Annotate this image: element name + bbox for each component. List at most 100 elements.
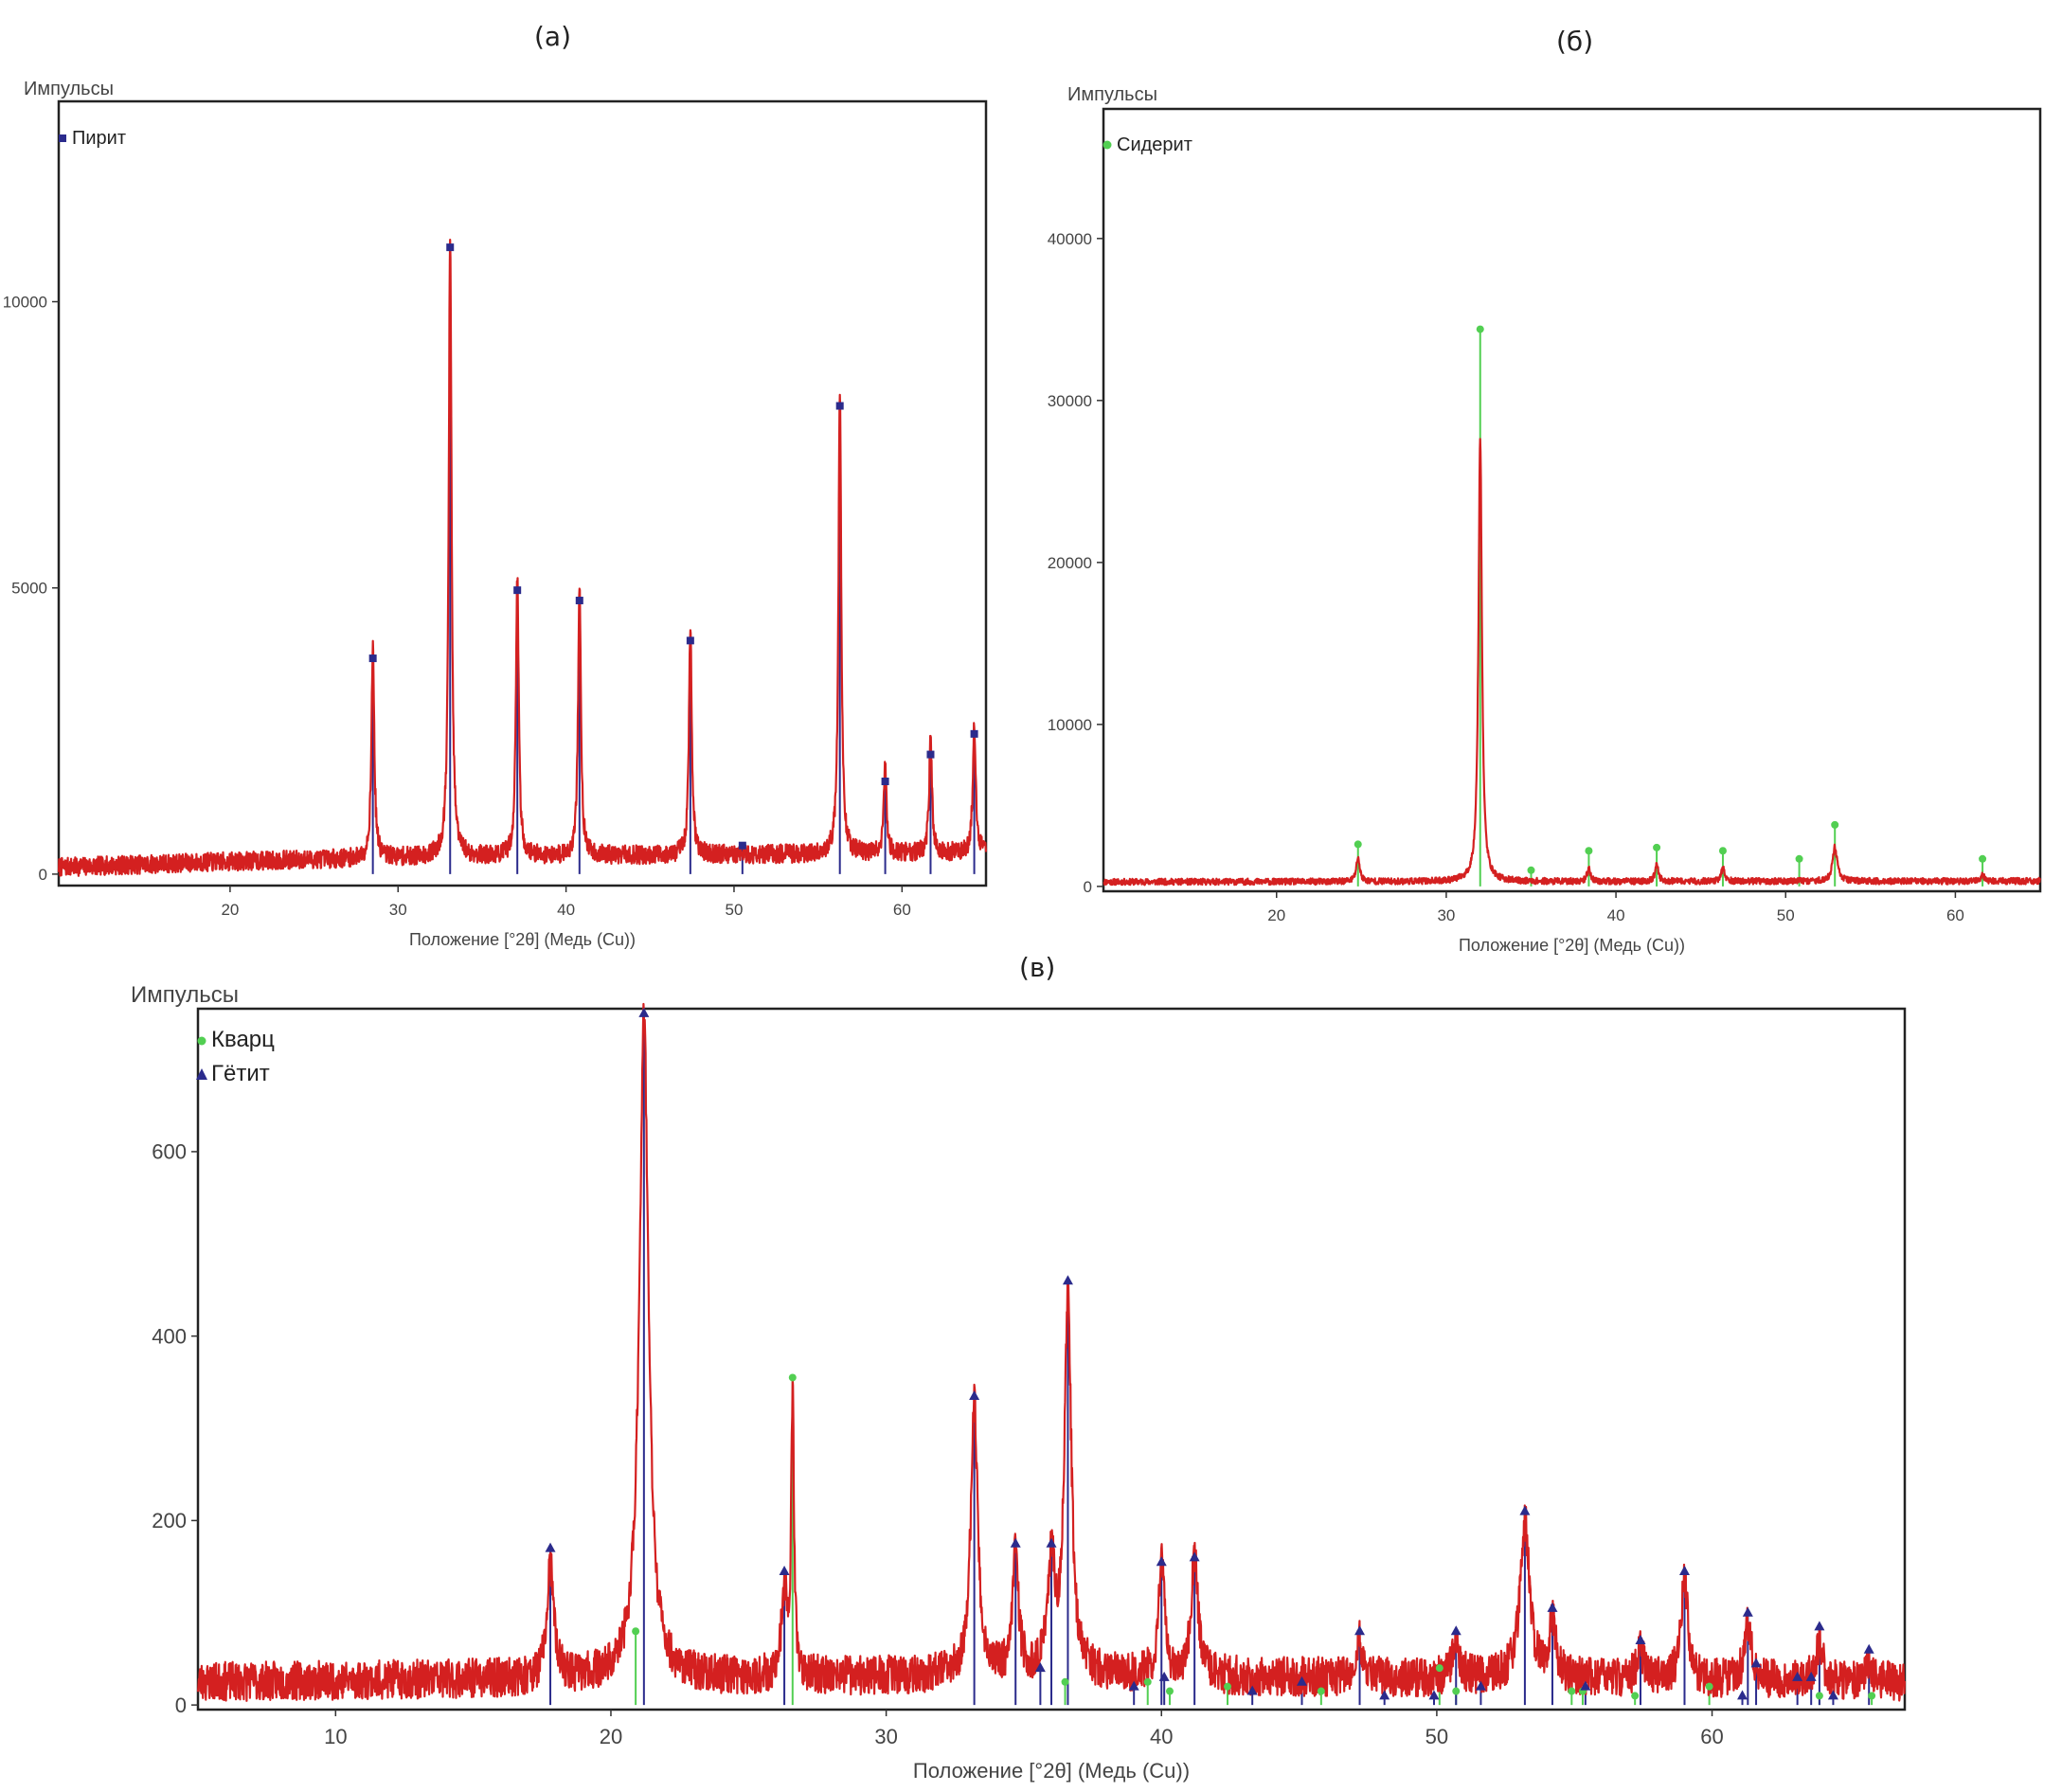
phase-marker-Кварц bbox=[632, 1627, 640, 1636]
x-tick-label: 10 bbox=[324, 1725, 347, 1748]
y-axis-label: Импульсы bbox=[24, 79, 114, 99]
phase-marker-Пирит bbox=[446, 243, 455, 252]
phase-marker-Гётит bbox=[1128, 1680, 1139, 1691]
phase-marker-Гётит bbox=[638, 1007, 650, 1017]
phase-marker-Кварц bbox=[1143, 1677, 1152, 1686]
phase-marker-Сидерит bbox=[1653, 843, 1661, 851]
y-tick-label: 0 bbox=[175, 1693, 187, 1717]
panel-label-c: (в) bbox=[1019, 952, 1056, 983]
phase-marker-Гётит bbox=[1156, 1556, 1167, 1567]
phase-marker-Гётит bbox=[1158, 1671, 1170, 1681]
phase-marker-Гётит bbox=[1547, 1602, 1558, 1612]
phase-marker-Кварц bbox=[1868, 1692, 1876, 1700]
x-tick-label: 20 bbox=[221, 901, 239, 919]
phase-marker-Гётит bbox=[1750, 1658, 1762, 1668]
phase-marker-Кварц bbox=[1224, 1682, 1232, 1691]
x-tick-label: 50 bbox=[1425, 1725, 1448, 1748]
phase-marker-Пирит bbox=[513, 586, 522, 595]
phase-marker-Гётит bbox=[1635, 1634, 1646, 1644]
x-axis-label: Положение [°2θ] (Медь (Cu)) bbox=[409, 930, 636, 949]
phase-marker-Пирит bbox=[738, 841, 746, 850]
y-tick-label: 5000 bbox=[11, 580, 47, 598]
phase-marker-Гётит bbox=[1737, 1690, 1748, 1700]
phase-marker-Гётит bbox=[1792, 1671, 1803, 1681]
phase-marker-Сидерит bbox=[1527, 866, 1535, 874]
phase-marker-Гётит bbox=[1580, 1680, 1591, 1691]
y-tick-label: 10000 bbox=[3, 293, 47, 311]
legend-label: Пирит bbox=[72, 128, 126, 149]
phase-marker-Гётит bbox=[1428, 1690, 1440, 1700]
legend-label: Кварц bbox=[211, 1027, 275, 1052]
phase-marker-Сидерит bbox=[1476, 325, 1484, 333]
phase-marker-Гётит bbox=[1034, 1662, 1046, 1673]
y-tick-label: 600 bbox=[152, 1140, 187, 1164]
x-tick-label: 40 bbox=[557, 901, 575, 919]
y-tick-label: 200 bbox=[152, 1509, 187, 1532]
phase-marker-Гётит bbox=[1296, 1676, 1307, 1686]
phase-marker-Гётит bbox=[1450, 1625, 1461, 1636]
y-tick-label: 40000 bbox=[1048, 230, 1092, 248]
panel-label-b: (б) bbox=[1556, 26, 1594, 57]
plot-frame bbox=[57, 99, 988, 887]
diffraction-pattern bbox=[1103, 438, 2042, 887]
x-tick-label: 30 bbox=[1437, 906, 1455, 924]
phase-marker-Кварц bbox=[1435, 1664, 1443, 1673]
phase-marker-Гётит bbox=[1354, 1625, 1366, 1636]
y-tick-label: 20000 bbox=[1048, 554, 1092, 572]
phase-marker-Гётит bbox=[1814, 1621, 1825, 1631]
phase-marker-Сидерит bbox=[1795, 854, 1803, 863]
phase-marker-Кварц bbox=[1705, 1682, 1713, 1691]
panel-label-a: (а) bbox=[534, 21, 572, 52]
phase-marker-Сидерит bbox=[1354, 840, 1362, 849]
phase-marker-Гётит bbox=[1742, 1606, 1753, 1617]
y-tick-label: 10000 bbox=[1048, 716, 1092, 734]
legend-label: Гётит bbox=[211, 1061, 270, 1086]
x-tick-label: 40 bbox=[1607, 906, 1625, 924]
x-tick-label: 20 bbox=[1267, 906, 1285, 924]
phase-marker-Кварц bbox=[1317, 1687, 1325, 1695]
x-tick-label: 30 bbox=[389, 901, 407, 919]
phase-marker-Гётит bbox=[1863, 1643, 1874, 1654]
phase-marker-Гётит bbox=[1678, 1565, 1690, 1575]
phase-marker-Гётит bbox=[1246, 1685, 1258, 1695]
y-tick-label: 0 bbox=[39, 866, 47, 884]
phase-marker-Гётит bbox=[1010, 1537, 1021, 1548]
phase-marker-Кварц bbox=[1631, 1692, 1640, 1700]
phase-marker-Кварц bbox=[1165, 1687, 1174, 1695]
y-tick-label: 400 bbox=[152, 1324, 187, 1348]
y-tick-label: 0 bbox=[1084, 878, 1092, 896]
phase-marker-Пирит bbox=[881, 778, 889, 786]
y-tick-label: 30000 bbox=[1048, 392, 1092, 410]
phase-marker-Гётит bbox=[1379, 1690, 1390, 1700]
phase-marker-Пирит bbox=[970, 729, 978, 738]
plot-frame bbox=[196, 1007, 1907, 1711]
phase-marker-Кварц bbox=[1061, 1677, 1069, 1686]
phase-marker-Пирит bbox=[368, 654, 377, 663]
x-tick-label: 20 bbox=[600, 1725, 622, 1748]
x-tick-label: 50 bbox=[1777, 906, 1795, 924]
phase-marker-Пирит bbox=[835, 402, 844, 410]
phase-marker-Гётит bbox=[1805, 1671, 1817, 1681]
legend-label: Сидерит bbox=[1117, 134, 1192, 155]
plot-frame bbox=[1102, 107, 2042, 893]
phase-marker-Гётит bbox=[779, 1565, 790, 1575]
legend-marker-Сидерит bbox=[1103, 140, 1112, 150]
phase-marker-Гётит bbox=[1062, 1275, 1073, 1285]
x-axis-label: Положение [°2θ] (Медь (Cu)) bbox=[913, 1759, 1190, 1783]
phase-marker-Кварц bbox=[788, 1373, 797, 1382]
phase-marker-Кварц bbox=[1815, 1692, 1823, 1700]
legend-marker-Пирит bbox=[59, 134, 66, 142]
phase-marker-Кварц bbox=[1452, 1687, 1461, 1695]
legend-marker-Кварц bbox=[197, 1036, 206, 1046]
phase-marker-Гётит bbox=[969, 1389, 980, 1400]
y-axis-label: Импульсы bbox=[131, 982, 239, 1008]
phase-marker-Гётит bbox=[545, 1542, 556, 1552]
phase-marker-Гётит bbox=[1827, 1690, 1838, 1700]
phase-marker-Пирит bbox=[686, 636, 694, 645]
phase-marker-Пирит bbox=[575, 597, 583, 605]
phase-marker-Гётит bbox=[1475, 1680, 1486, 1691]
legend-marker-Гётит bbox=[196, 1068, 207, 1080]
x-axis-label: Положение [°2θ] (Медь (Cu)) bbox=[1459, 936, 1685, 955]
x-tick-label: 30 bbox=[874, 1725, 897, 1748]
